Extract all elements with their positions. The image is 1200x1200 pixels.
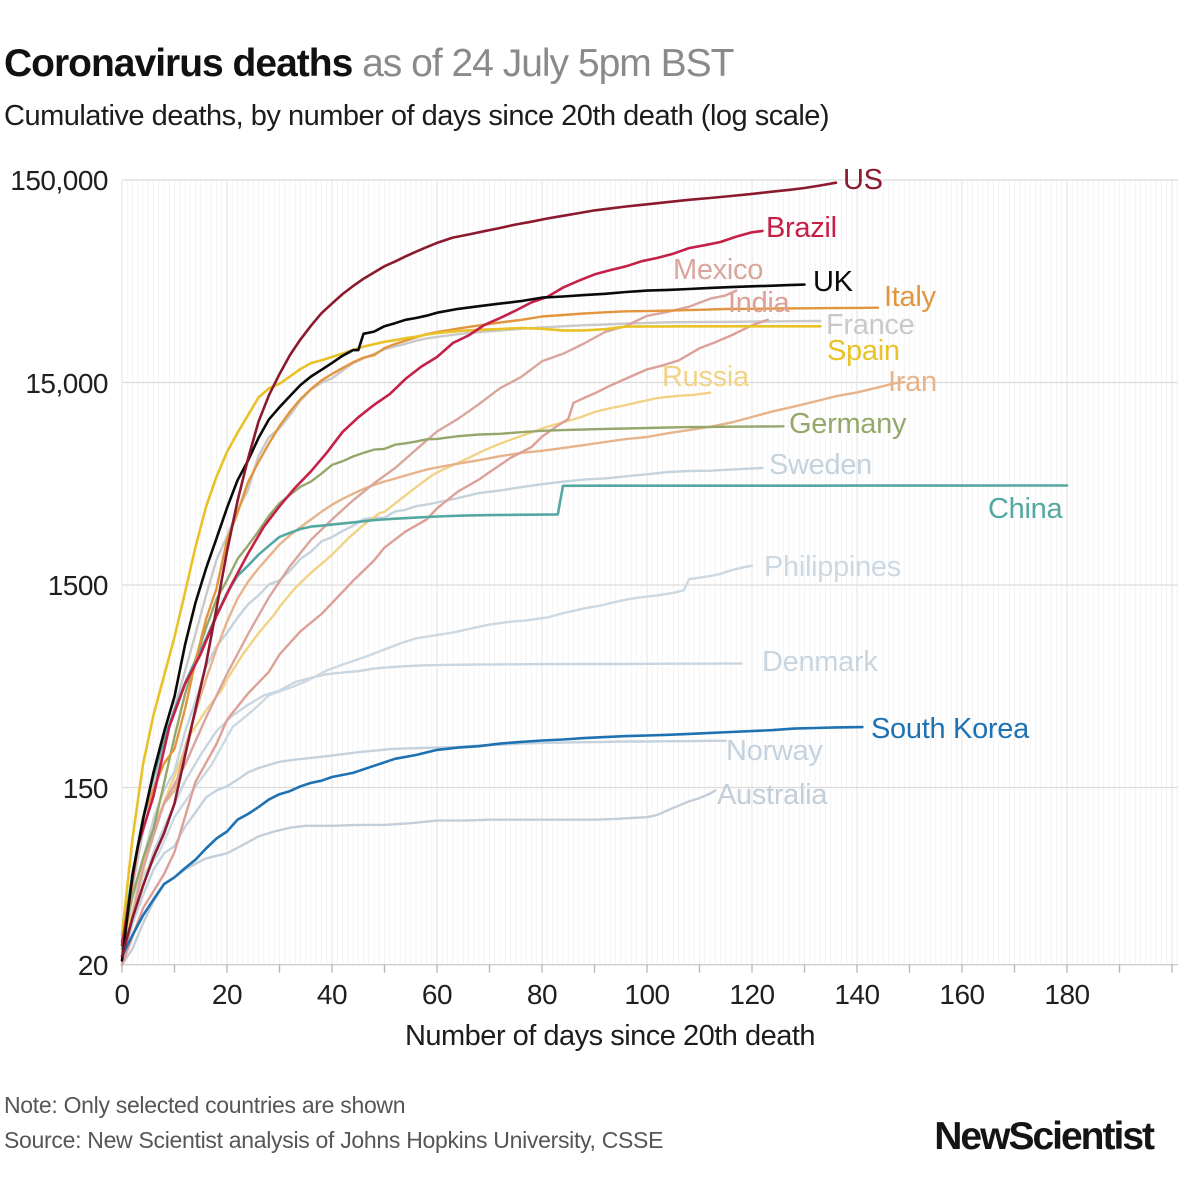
x-tick-label-160: 160 [939,978,985,1010]
series-label-france: France [826,309,915,341]
series-line-norway [120,739,727,962]
series-label-iran: Iran [888,366,937,398]
series-line-denmark [120,662,743,950]
series-label-philippines: Philippines [764,551,901,583]
series-label-mexico: Mexico [673,254,764,286]
x-tick-label-120: 120 [729,978,775,1010]
y-tick-label-20: 20 [77,949,109,981]
series-line-uk [120,283,806,962]
series-label-us: US [843,164,883,196]
series-label-sweden: Sweden [769,449,872,481]
series-line-brazil [120,229,764,947]
series-line-iran [120,380,906,943]
note-text: Note: Only selected countries are shown [4,1092,406,1118]
new-scientist-logo: NewScientist [934,1115,1155,1158]
source-text: Source: New Scientist analysis of Johns … [4,1127,664,1153]
x-axis-title: Number of days since 20th death [404,1020,816,1052]
x-tick-label-80: 80 [526,978,558,1010]
page-title-bold: Coronavirus deaths [4,42,353,85]
series-line-india [120,318,769,966]
chart-canvas [120,179,1178,973]
page-title: Coronavirus deaths as of 24 July 5pm BST [4,42,734,86]
x-tick-label-100: 100 [624,978,670,1010]
x-tick-label-20: 20 [211,978,243,1010]
series-label-china: China [988,493,1063,525]
series-label-germany: Germany [789,408,907,440]
series-label-russia: Russia [662,361,749,393]
series-label-australia: Australia [717,779,828,811]
page-title-date: as of 24 July 5pm BST [352,42,734,85]
x-tick-label-60: 60 [421,978,453,1010]
series-line-germany [120,425,785,950]
x-tick-label-40: 40 [316,978,348,1010]
chart-subtitle: Cumulative deaths, by number of days sin… [4,100,830,132]
series-label-norway: Norway [726,735,823,767]
series-line-italy [120,306,880,962]
series-label-denmark: Denmark [762,646,878,678]
x-tick-label-180: 180 [1044,978,1090,1010]
series-line-russia [120,391,712,950]
series-line-south-korea [120,725,864,958]
series-line-mexico [120,289,738,966]
series-label-uk: UK [813,266,853,298]
y-tick-label-15000: 15,000 [25,367,108,399]
series-label-italy: Italy [884,281,936,313]
series-label-india: India [728,287,790,319]
y-tick-label-150: 150 [62,772,109,804]
series-line-spain [120,324,822,937]
x-tick-label-140: 140 [834,978,880,1010]
series-label-south-korea: South Korea [871,713,1029,745]
x-tick-label-0: 0 [114,978,130,1010]
y-tick-label-150000: 150,000 [10,165,108,196]
y-tick-label-1500: 1500 [47,570,109,601]
series-label-spain: Spain [827,335,900,367]
series-line-philippines [120,564,754,947]
series-line-us [120,181,838,958]
series-label-brazil: Brazil [766,212,837,244]
